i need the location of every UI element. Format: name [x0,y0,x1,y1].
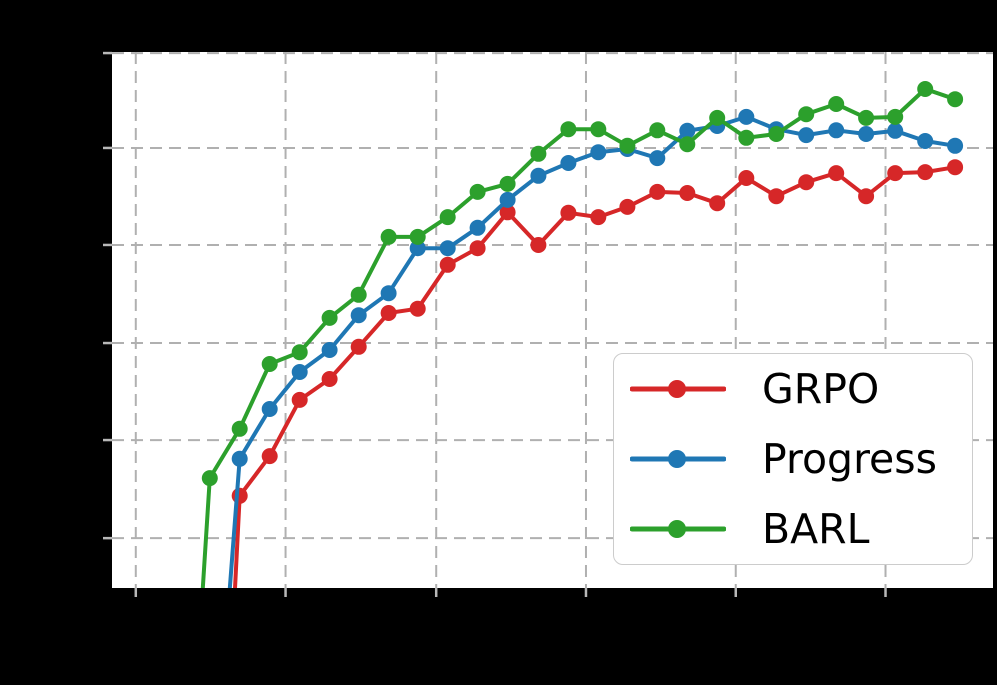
series-marker-grpo [409,300,426,317]
series-marker-progress [679,122,696,139]
series-marker-barl [380,228,397,245]
series-marker-grpo [887,165,904,182]
series-marker-progress [530,167,547,184]
legend-line-marker-icon [630,520,726,538]
series-marker-grpo [469,240,486,257]
legend-line-marker-icon [630,450,726,468]
series-marker-grpo [321,371,338,387]
series-marker-barl [828,96,845,112]
legend-item-grpo: GRPO [630,364,972,413]
series-marker-barl [768,126,785,142]
series-marker-barl [679,136,696,153]
series-marker-barl [231,420,248,437]
series-marker-grpo [619,198,636,215]
series-marker-grpo [768,188,785,205]
series-marker-progress [409,240,426,257]
series-marker-grpo [380,305,397,321]
series-marker-grpo [798,174,815,191]
series-marker-grpo [590,209,607,226]
series-marker-progress [828,122,845,139]
series-marker-progress [947,137,964,154]
series-marker-grpo [499,204,516,221]
series-marker-grpo [530,237,547,253]
series-marker-barl [798,106,815,123]
series-marker-barl [261,356,278,372]
series-marker-grpo [947,159,964,176]
series-marker-barl [887,108,904,125]
series-marker-barl [469,183,486,200]
series-marker-barl [709,109,726,126]
legend-label: GRPO [762,364,880,413]
series-marker-barl [858,109,875,126]
series-marker-grpo [261,448,278,465]
series-marker-grpo [439,256,456,273]
series-group [200,81,964,588]
series-marker-barl [738,129,755,146]
series-marker-barl [649,122,666,139]
series-marker-progress [560,155,577,171]
legend-line-marker-icon [630,380,726,398]
series-marker-grpo [828,165,845,182]
legend-label: Progress [762,434,937,483]
series-marker-progress [738,108,755,125]
series-marker-progress [649,150,666,167]
series-marker-grpo [231,487,248,504]
series-marker-grpo [858,188,875,205]
series-marker-progress [321,342,338,358]
series-marker-progress [261,401,278,417]
series-marker-progress [469,219,486,236]
legend: GRPO Progress BARL [613,353,973,565]
series-marker-grpo [738,170,755,186]
legend-item-progress: Progress [630,434,972,483]
series-marker-barl [530,145,547,162]
series-marker-barl [201,470,218,487]
series-marker-progress [350,307,367,324]
series-marker-grpo [917,164,934,181]
series-marker-progress [291,364,308,380]
series-marker-grpo [291,391,308,408]
series-marker-grpo [649,183,666,200]
series-marker-barl [499,175,516,192]
series-marker-progress [439,240,456,257]
series-marker-grpo [560,204,577,221]
series-marker-barl [291,344,308,361]
series-marker-progress [858,126,875,142]
series-marker-barl [439,209,456,226]
series-marker-barl [350,286,367,303]
series-marker-progress [917,133,934,149]
series-marker-barl [947,91,964,108]
series-marker-progress [590,144,607,161]
series-marker-grpo [350,338,367,355]
legend-item-barl: BARL [630,504,972,553]
legend-label: BARL [762,504,870,553]
series-marker-barl [590,121,607,138]
series-marker-barl [409,228,426,245]
series-marker-progress [231,450,248,467]
series-marker-barl [619,137,636,154]
series-marker-grpo [679,185,696,201]
series-marker-progress [380,285,397,302]
series-marker-grpo [709,195,726,212]
series-marker-progress [798,127,815,144]
series-marker-barl [560,121,577,138]
series-marker-progress [499,191,516,208]
series-marker-progress [887,122,904,139]
series-marker-barl [917,81,934,97]
series-marker-barl [321,309,338,326]
